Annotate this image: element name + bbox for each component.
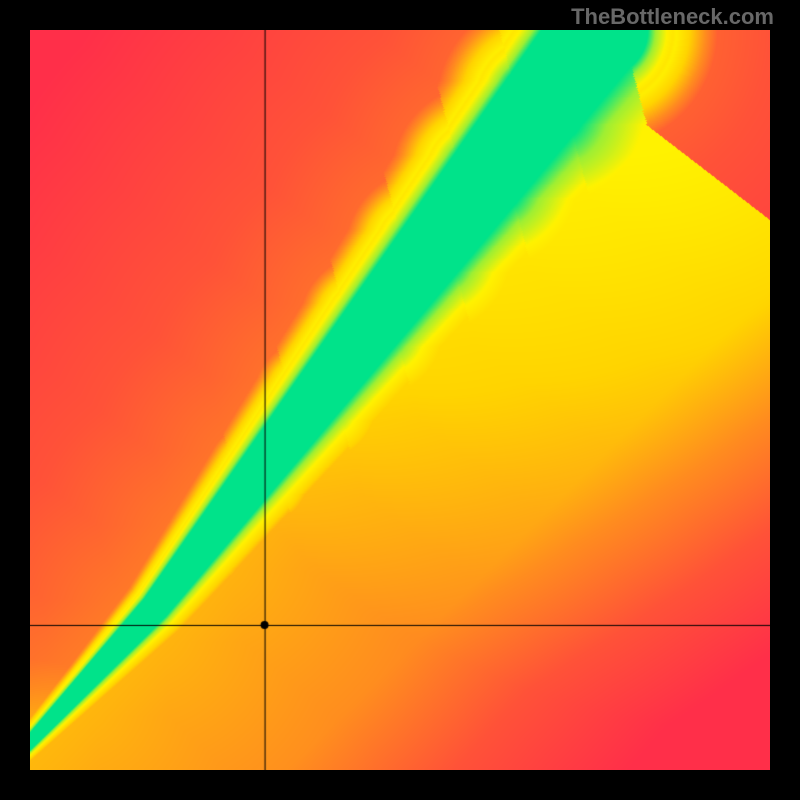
watermark-text: TheBottleneck.com	[571, 4, 774, 30]
heatmap-container: TheBottleneck.com	[0, 0, 800, 800]
bottleneck-heatmap	[30, 30, 770, 770]
